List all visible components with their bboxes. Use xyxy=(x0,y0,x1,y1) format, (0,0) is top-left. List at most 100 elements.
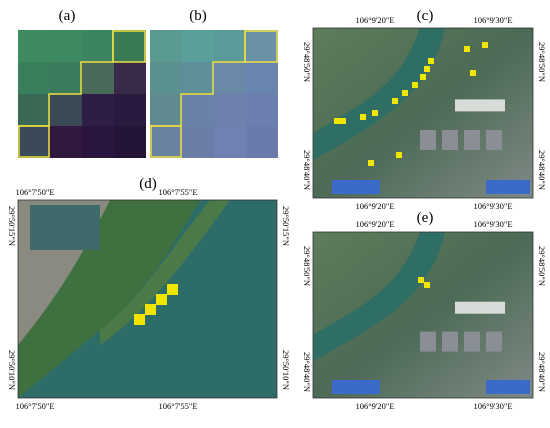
panel-label: (d) xyxy=(139,176,157,192)
building xyxy=(420,331,436,352)
longitude-label: 106°9'30"E xyxy=(473,219,512,229)
cell xyxy=(18,126,50,158)
cell xyxy=(82,62,114,94)
detection xyxy=(334,118,340,124)
panel-d-image xyxy=(17,199,278,399)
roof xyxy=(332,180,380,194)
detection xyxy=(424,282,430,288)
cell xyxy=(82,126,114,158)
longitude-label: 106°9'20"E xyxy=(355,15,394,25)
cell xyxy=(114,94,146,126)
panel-label: (a) xyxy=(59,8,76,24)
cell xyxy=(214,126,246,158)
cell xyxy=(214,94,246,126)
cell xyxy=(150,62,182,94)
panel-c-image xyxy=(312,27,534,199)
panel-label: (b) xyxy=(189,8,207,24)
longitude-label: 106°7'50"E xyxy=(15,401,54,411)
latitude-label: 29°48'50"N xyxy=(537,246,547,286)
longitude-label: 106°7'50"E xyxy=(15,187,54,197)
box xyxy=(244,30,278,63)
box xyxy=(112,30,146,63)
building xyxy=(442,130,458,150)
cell xyxy=(50,94,82,126)
latitude-label: 29°50'15"N xyxy=(281,206,291,246)
longitude-label: 106°7'55"E xyxy=(158,187,197,197)
cell xyxy=(114,62,146,94)
longitude-label: 106°9'20"E xyxy=(355,401,394,411)
panel-b-image xyxy=(150,30,278,158)
longitude-label: 106°9'30"E xyxy=(473,201,512,211)
detection xyxy=(396,152,402,158)
building xyxy=(486,130,502,150)
cell xyxy=(50,30,82,62)
panel-label: (e) xyxy=(417,210,434,226)
panel-e-image xyxy=(312,231,534,399)
roof xyxy=(486,380,530,394)
cell xyxy=(150,126,182,158)
detection xyxy=(392,98,398,104)
cell xyxy=(246,62,278,94)
longitude-label: 106°7'55"E xyxy=(158,401,197,411)
cell xyxy=(246,126,278,158)
latitude-label: 29°50'10"N xyxy=(7,350,17,390)
latitude-label: 29°48'40"N xyxy=(302,150,312,190)
panel-a-image xyxy=(18,30,146,158)
cell xyxy=(246,94,278,126)
detection xyxy=(412,82,418,88)
cell xyxy=(114,126,146,158)
detection xyxy=(420,74,426,80)
latitude-label: 29°50'15"N xyxy=(7,206,17,246)
detection xyxy=(482,42,488,48)
river xyxy=(313,28,445,161)
longitude-label: 106°9'20"E xyxy=(355,201,394,211)
latitude-label: 29°48'50"N xyxy=(537,42,547,82)
cell xyxy=(150,94,182,126)
detection xyxy=(470,70,476,76)
cell xyxy=(82,30,114,62)
building xyxy=(455,301,505,314)
cell xyxy=(182,126,214,158)
cell xyxy=(182,94,214,126)
detection xyxy=(402,90,408,96)
box xyxy=(150,125,182,158)
cell xyxy=(214,30,246,62)
panel-label: (c) xyxy=(417,8,434,24)
detection xyxy=(368,160,374,166)
longitude-label: 106°9'30"E xyxy=(473,401,512,411)
latitude-label: 29°48'40"N xyxy=(537,352,547,392)
cell xyxy=(18,62,50,94)
detection xyxy=(418,277,424,283)
detection xyxy=(372,110,378,116)
cell xyxy=(50,126,82,158)
cell xyxy=(82,94,114,126)
cell xyxy=(18,94,50,126)
detection xyxy=(424,66,430,72)
detection xyxy=(340,118,346,124)
detection xyxy=(464,46,470,52)
cell xyxy=(114,30,146,62)
latitude-label: 29°50'10"N xyxy=(281,350,291,390)
latitude-label: 29°48'50"N xyxy=(302,246,312,286)
latitude-label: 29°48'50"N xyxy=(302,42,312,82)
cell xyxy=(150,30,182,62)
cell xyxy=(214,62,246,94)
building xyxy=(420,130,436,150)
longitude-label: 106°9'20"E xyxy=(355,219,394,229)
building xyxy=(464,331,480,352)
cell xyxy=(50,62,82,94)
detection xyxy=(428,58,434,64)
detection xyxy=(360,114,366,120)
longitude-label: 106°9'30"E xyxy=(473,15,512,25)
building xyxy=(464,130,480,150)
building xyxy=(442,331,458,352)
latitude-label: 29°48'40"N xyxy=(537,150,547,190)
box xyxy=(18,125,50,158)
river xyxy=(313,232,445,362)
frame xyxy=(312,231,534,399)
building xyxy=(486,331,502,352)
cell xyxy=(18,30,50,62)
cell xyxy=(246,30,278,62)
cell xyxy=(182,30,214,62)
